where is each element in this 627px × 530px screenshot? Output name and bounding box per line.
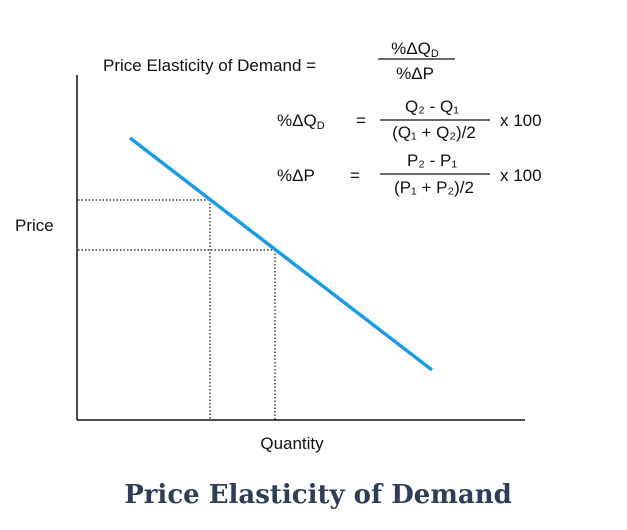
equals: = bbox=[356, 111, 366, 130]
formula-denominator: %ΔP bbox=[396, 64, 434, 83]
lhs-base: %ΔQ bbox=[277, 111, 317, 130]
formula-multiplier: x 100 bbox=[500, 166, 542, 185]
formula-label: Price Elasticity of Demand = bbox=[103, 56, 316, 75]
y-axis-label: Price bbox=[15, 216, 54, 235]
numerator-sub: D bbox=[431, 48, 439, 60]
numerator-base: %ΔQ bbox=[391, 39, 431, 58]
caption: Price Elasticity of Demand bbox=[124, 480, 512, 510]
lhs-sub: D bbox=[317, 120, 325, 132]
equals: = bbox=[350, 166, 360, 185]
formula-numerator: P₂ - P₁ bbox=[407, 151, 457, 170]
demand-curve bbox=[128, 136, 434, 372]
formula-denominator: (P₁ + P₂)/2 bbox=[394, 178, 474, 197]
formula-multiplier: x 100 bbox=[500, 111, 542, 130]
formula-numerator: Q₂ - Q₁ bbox=[405, 97, 459, 116]
formula-lhs: %ΔQD bbox=[277, 111, 325, 132]
formula-lhs: %ΔP bbox=[277, 166, 315, 185]
formula-denominator: (Q₁ + Q₂)/2 bbox=[392, 123, 476, 142]
x-axis-label: Quantity bbox=[260, 434, 324, 453]
formula-numerator: %ΔQD bbox=[391, 39, 439, 60]
